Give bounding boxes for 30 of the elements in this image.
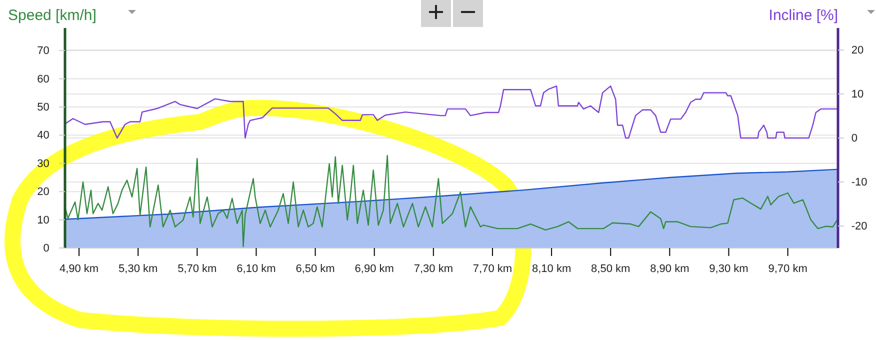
y-tick-label: 70 <box>37 45 50 58</box>
x-tick-label: 9,30 km <box>709 263 748 276</box>
x-tick-label: 8,50 km <box>591 263 630 276</box>
line-series <box>64 154 839 248</box>
y-tick-label: 20 <box>37 186 50 198</box>
line-series <box>64 85 839 139</box>
y-tick-label: 40 <box>37 130 50 142</box>
x-tick-label: 9,70 km <box>768 263 808 276</box>
x-tick-label: 6,50 km <box>296 263 335 276</box>
y-tick-label: 30 <box>37 158 50 170</box>
y-tick-label: 60 <box>37 73 50 86</box>
x-tick-label: 7,70 km <box>472 263 512 276</box>
x-tick-label: 6,10 km <box>236 263 276 276</box>
y2-tick-label: 10 <box>851 88 864 101</box>
y-tick-label: 0 <box>43 242 50 255</box>
x-tick-label: 6,90 km <box>354 263 394 276</box>
y-tick-label: 10 <box>37 214 50 226</box>
x-tick-label: 4,90 km <box>59 263 99 276</box>
y2-axis-title: Incline [%] <box>768 7 838 24</box>
y2-tick-label: -10 <box>851 176 868 189</box>
x-tick-label: 5,70 km <box>178 263 217 276</box>
y2-tick-label: 20 <box>851 44 864 57</box>
y2-tick-label: 0 <box>851 132 858 145</box>
y-axis-title: Speed [km/h] <box>8 7 96 24</box>
y2-tick-label: -20 <box>851 220 868 233</box>
x-tick-label: 5,30 km <box>118 263 158 276</box>
x-tick-label: 7,30 km <box>414 263 453 276</box>
x-tick-label: 8,10 km <box>532 263 572 276</box>
x-tick-label: 8,90 km <box>650 263 690 276</box>
y-tick-label: 50 <box>37 101 50 114</box>
